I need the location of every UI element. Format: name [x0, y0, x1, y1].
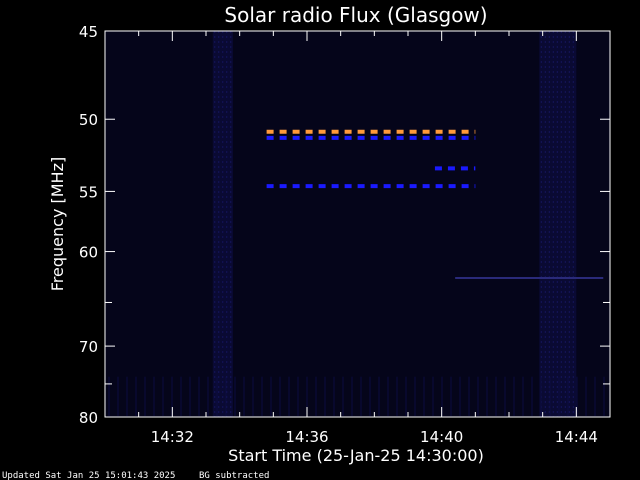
y-axis-label: Frequency [MHz] [48, 157, 67, 291]
chart-title: Solar radio Flux (Glasgow) [224, 3, 487, 27]
y-tick-label: 70 [79, 338, 98, 356]
x-tick-label: 14:44 [555, 428, 598, 446]
x-tick-label: 14:32 [151, 428, 194, 446]
interference-band [212, 31, 233, 417]
y-tick-label: 60 [79, 244, 98, 262]
x-axis: 14:32 14:36 14:40 14:44 [104, 31, 611, 446]
y-tick-label: 50 [79, 111, 98, 129]
interference-band-fill [539, 31, 577, 417]
interference-band [539, 31, 577, 417]
plot-area [104, 30, 611, 418]
y-tick-label: 45 [79, 23, 98, 41]
updated-timestamp: Updated Sat Jan 25 15:01:43 2025 [2, 471, 175, 480]
x-axis-label: Start Time (25-Jan-25 14:30:00) [228, 446, 484, 465]
spectrogram-background [105, 31, 610, 417]
bg-subtracted-note: BG subtracted [199, 471, 269, 480]
x-tick-label: 14:40 [420, 428, 463, 446]
interference-band-fill [212, 31, 233, 417]
y-axis: 45 50 55 60 70 80 [79, 23, 610, 427]
x-tick-label: 14:36 [285, 428, 328, 446]
y-tick-label: 55 [79, 183, 98, 201]
plot-frame [104, 30, 611, 418]
y-tick-label: 80 [79, 409, 98, 427]
